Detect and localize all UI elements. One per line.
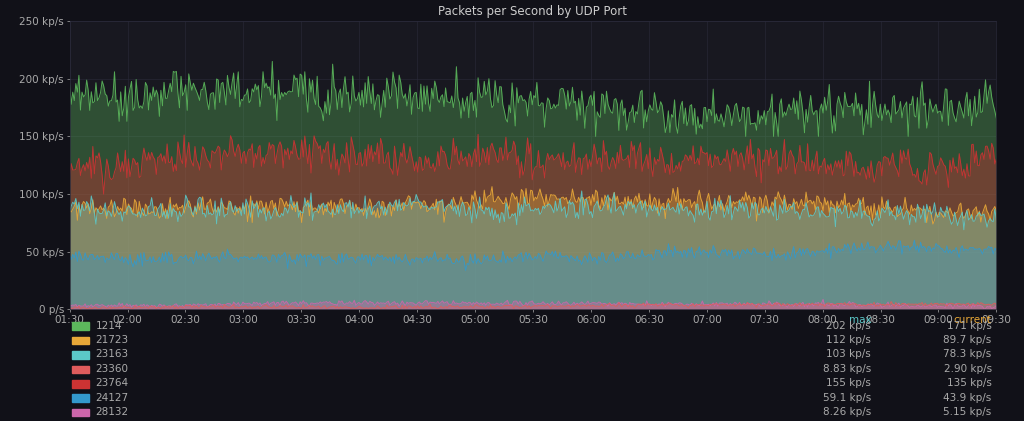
Text: 23163: 23163 [95, 349, 129, 360]
Text: 5.15 kp/s: 5.15 kp/s [943, 407, 991, 417]
FancyBboxPatch shape [73, 351, 89, 359]
FancyBboxPatch shape [73, 409, 89, 416]
Text: 28132: 28132 [95, 407, 129, 417]
Text: 21723: 21723 [95, 335, 129, 345]
Text: 155 kp/s: 155 kp/s [826, 378, 871, 388]
Text: 8.26 kp/s: 8.26 kp/s [823, 407, 871, 417]
Text: 202 kp/s: 202 kp/s [826, 321, 871, 331]
Text: 59.1 kp/s: 59.1 kp/s [823, 393, 871, 402]
Text: 103 kp/s: 103 kp/s [826, 349, 871, 360]
Text: 171 kp/s: 171 kp/s [947, 321, 991, 331]
Text: 43.9 kp/s: 43.9 kp/s [943, 393, 991, 402]
Text: 8.83 kp/s: 8.83 kp/s [823, 364, 871, 374]
Text: max: max [849, 315, 871, 325]
Text: 23360: 23360 [95, 364, 129, 374]
FancyBboxPatch shape [73, 322, 89, 330]
FancyBboxPatch shape [73, 394, 89, 402]
Text: 135 kp/s: 135 kp/s [947, 378, 991, 388]
Text: 78.3 kp/s: 78.3 kp/s [943, 349, 991, 360]
Text: 24127: 24127 [95, 393, 129, 402]
FancyBboxPatch shape [73, 365, 89, 373]
Text: 1214: 1214 [95, 321, 122, 331]
Title: Packets per Second by UDP Port: Packets per Second by UDP Port [438, 5, 628, 19]
Text: 23764: 23764 [95, 378, 129, 388]
FancyBboxPatch shape [73, 380, 89, 388]
FancyBboxPatch shape [73, 337, 89, 344]
Text: 89.7 kp/s: 89.7 kp/s [943, 335, 991, 345]
Text: 112 kp/s: 112 kp/s [826, 335, 871, 345]
Text: current: current [953, 315, 991, 325]
Text: 2.90 kp/s: 2.90 kp/s [943, 364, 991, 374]
